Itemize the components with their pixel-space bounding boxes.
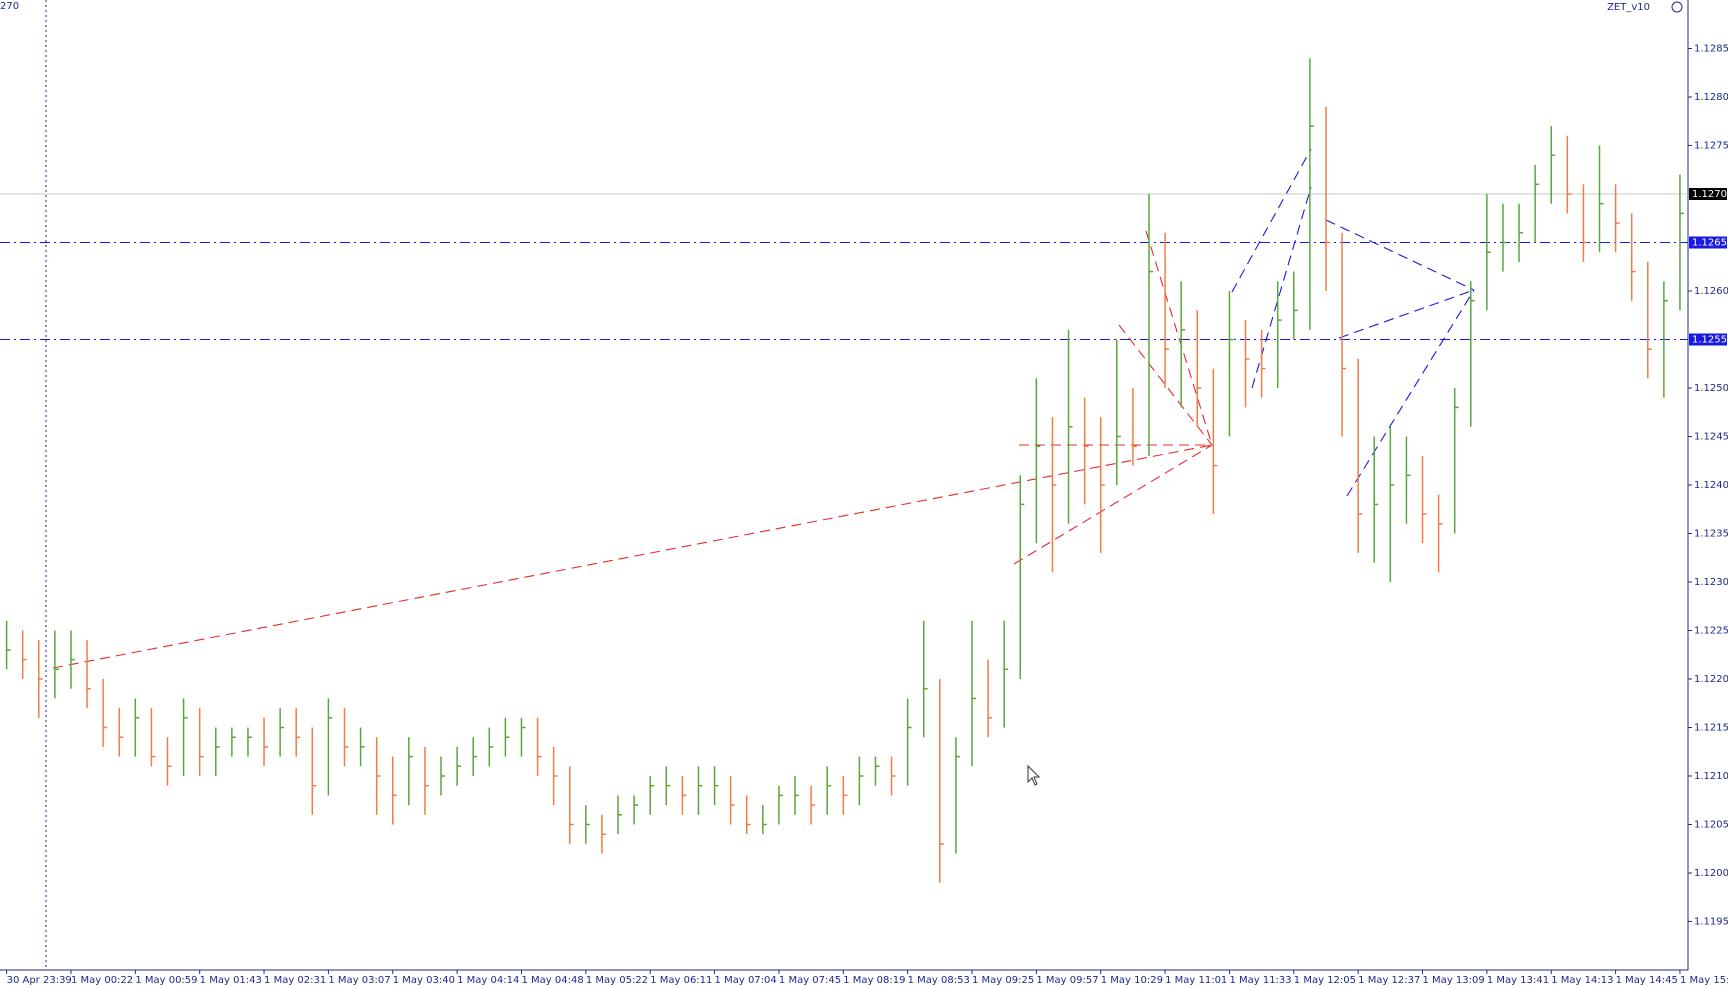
indicator-label: ZET_v10: [1607, 2, 1650, 13]
y-tick-label: 1.1220: [1694, 674, 1728, 685]
y-tick-label: 1.1240: [1694, 480, 1728, 491]
level-box: [1689, 333, 1727, 346]
x-tick-label: 1 May 13:41: [1487, 975, 1549, 986]
level-box: [1689, 236, 1727, 249]
x-tick-label: 1 May 07:45: [779, 975, 841, 986]
y-tick-label: 1.1230: [1694, 577, 1728, 588]
x-tick-label: 1 May 10:29: [1101, 975, 1163, 986]
y-tick-label: 1.1275: [1694, 141, 1728, 152]
x-tick-label: 1 May 08:53: [908, 975, 970, 986]
x-tick-label: 1 May 01:43: [200, 975, 262, 986]
current-price-box: [1689, 188, 1727, 200]
x-tick-label: 1 May 14:13: [1551, 975, 1613, 986]
x-tick-label: 1 May 11:01: [1165, 975, 1227, 986]
top-left-label: 270: [0, 1, 19, 12]
x-tick-label: 1 May 04:14: [457, 975, 519, 986]
x-tick-label: 1 May 06:11: [650, 975, 712, 986]
red-trend-lines: [52, 230, 1213, 669]
x-tick-label: 1 May 07:04: [715, 975, 777, 986]
x-tick-label: 1 May 08:19: [843, 975, 905, 986]
y-tick-label: 1.1235: [1694, 529, 1728, 540]
x-tick-label: 1 May 13:09: [1423, 975, 1485, 986]
y-tick-label: 1.1250: [1694, 383, 1728, 394]
x-tick-label: 1 May 03:40: [393, 975, 455, 986]
x-tick-label: 1 May 15:17: [1680, 975, 1728, 986]
x-tick-label: 1 May 03:07: [328, 975, 390, 986]
y-tick-label: 1.1195: [1694, 917, 1728, 928]
y-tick-label: 1.1200: [1694, 868, 1728, 879]
x-tick-label: 1 May 14:45: [1616, 975, 1678, 986]
x-tick-label: 1 May 12:37: [1358, 975, 1420, 986]
x-tick-label: 1 May 00:59: [135, 975, 197, 986]
y-tick-label: 1.1280: [1694, 92, 1728, 103]
x-tick-label: 1 May 09:57: [1036, 975, 1098, 986]
y-tick-label: 1.1225: [1694, 626, 1728, 637]
current-price-label: 1.1270: [1692, 189, 1727, 200]
x-tick-label: 1 May 05:22: [586, 975, 648, 986]
x-tick-label: 1 May 02:31: [264, 975, 326, 986]
x-tick-label: 1 May 11:33: [1229, 975, 1291, 986]
indicator-icon: [1671, 1, 1683, 13]
y-tick-label: 1.1210: [1694, 771, 1728, 782]
level-label: 1.1255: [1692, 335, 1727, 346]
y-tick-label: 1.1285: [1694, 44, 1728, 55]
x-tick-label: 1 May 04:48: [521, 975, 583, 986]
level-label: 1.1265: [1692, 238, 1727, 249]
x-tick-label: 1 May 12:05: [1294, 975, 1356, 986]
y-tick-label: 1.1205: [1694, 820, 1728, 831]
x-tick-label: 1 May 00:22: [71, 975, 133, 986]
y-tick-label: 1.1215: [1694, 723, 1728, 734]
y-tick-label: 1.1260: [1694, 286, 1728, 297]
y-tick-label: 1.1245: [1694, 432, 1728, 443]
x-tick-label: 1 May 09:25: [972, 975, 1034, 986]
mouse-cursor: [1027, 764, 1041, 786]
x-tick-label: 30 Apr 23:39: [7, 975, 72, 986]
